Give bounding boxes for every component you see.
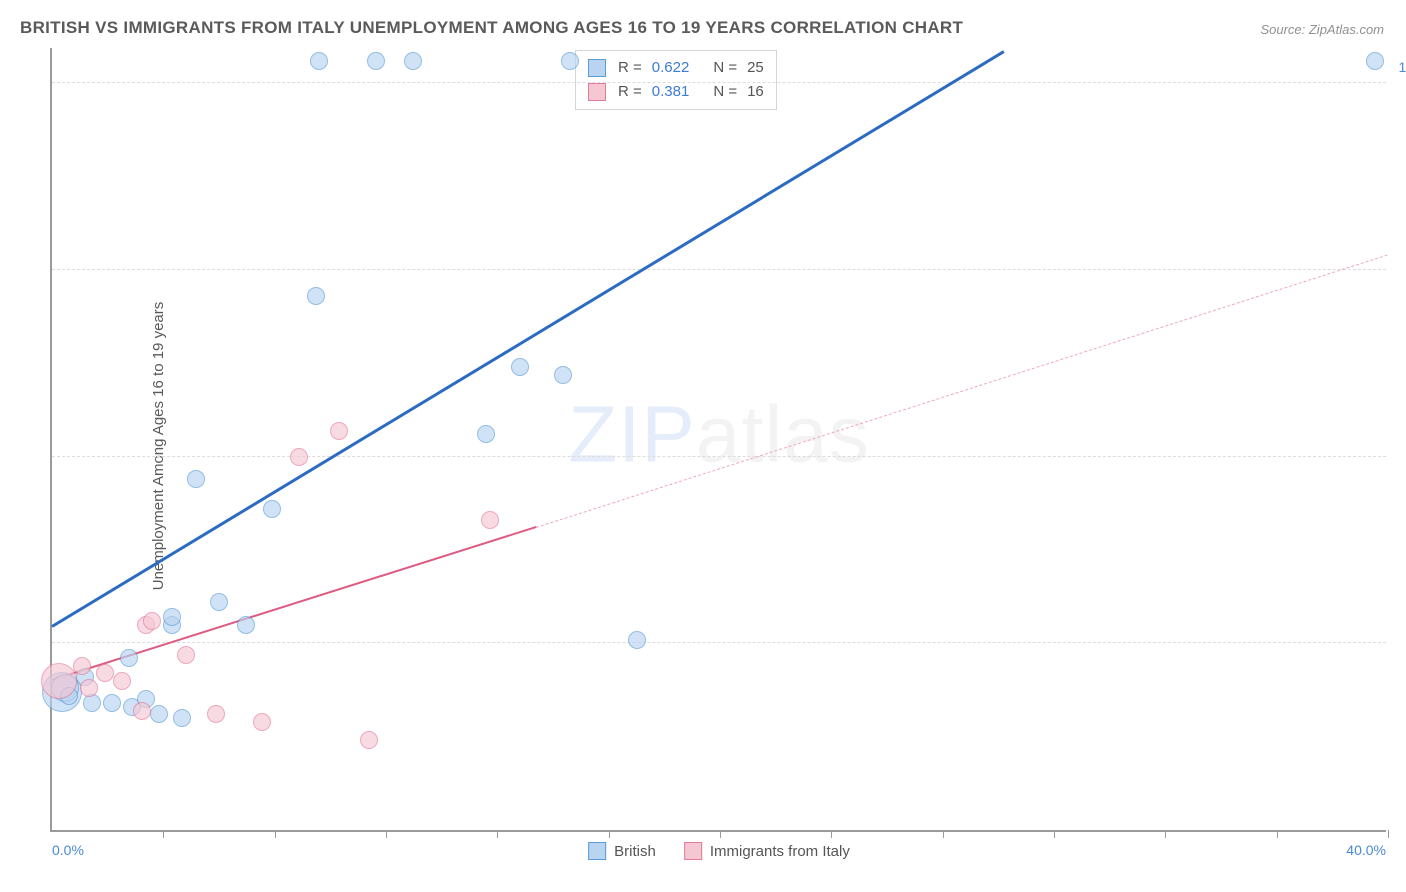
data-point xyxy=(177,646,195,664)
watermark-right: atlas xyxy=(696,389,870,478)
data-point xyxy=(310,52,328,70)
data-point xyxy=(1366,52,1384,70)
data-point xyxy=(173,709,191,727)
data-point xyxy=(150,705,168,723)
trend-line xyxy=(51,51,1004,628)
data-point xyxy=(404,52,422,70)
legend-n-value: 16 xyxy=(747,80,764,104)
data-point xyxy=(41,663,77,699)
x-tick xyxy=(720,830,721,838)
data-point xyxy=(481,511,499,529)
x-tick xyxy=(386,830,387,838)
legend-swatch xyxy=(588,842,606,860)
x-tick xyxy=(609,830,610,838)
data-point xyxy=(307,287,325,305)
x-tick xyxy=(1054,830,1055,838)
data-point xyxy=(80,679,98,697)
data-point xyxy=(511,358,529,376)
data-point xyxy=(360,731,378,749)
x-axis-min-label: 0.0% xyxy=(52,842,84,858)
data-point xyxy=(367,52,385,70)
legend-row: R = 0.622 N = 25 xyxy=(588,56,764,80)
plot-area: ZIPatlas 0.0% 40.0% R =0.622N =25R =0.38… xyxy=(50,48,1386,832)
data-point xyxy=(237,616,255,634)
y-tick-label: 25.0% xyxy=(1394,619,1406,635)
legend-r-value: 0.622 xyxy=(652,56,690,80)
data-point xyxy=(120,649,138,667)
data-point xyxy=(73,657,91,675)
trend-line xyxy=(536,254,1388,527)
x-tick xyxy=(275,830,276,838)
gridline xyxy=(52,456,1386,457)
legend-r-label: R = xyxy=(618,80,642,104)
gridline xyxy=(52,82,1386,83)
legend-n-label: N = xyxy=(713,80,737,104)
legend-swatch xyxy=(684,842,702,860)
gridline xyxy=(52,642,1386,643)
legend-series: British Immigrants from Italy xyxy=(588,842,850,860)
y-tick-label: 100.0% xyxy=(1394,59,1406,75)
data-point xyxy=(290,448,308,466)
x-tick xyxy=(163,830,164,838)
legend-correlation: R = 0.622 N = 25 R = 0.381 N = 16 xyxy=(575,50,777,110)
data-point xyxy=(187,470,205,488)
legend-swatch xyxy=(588,83,606,101)
chart-title: BRITISH VS IMMIGRANTS FROM ITALY UNEMPLO… xyxy=(20,18,963,38)
data-point xyxy=(330,422,348,440)
x-tick xyxy=(1165,830,1166,838)
y-tick-label: 75.0% xyxy=(1394,246,1406,262)
data-point xyxy=(143,612,161,630)
data-point xyxy=(103,694,121,712)
data-point xyxy=(163,608,181,626)
data-point xyxy=(207,705,225,723)
legend-n-label: N = xyxy=(713,56,737,80)
data-point xyxy=(561,52,579,70)
legend-row: R = 0.381 N = 16 xyxy=(588,80,764,104)
data-point xyxy=(113,672,131,690)
data-point xyxy=(554,366,572,384)
gridline xyxy=(52,269,1386,270)
data-point xyxy=(253,713,271,731)
x-tick xyxy=(943,830,944,838)
data-point xyxy=(628,631,646,649)
data-point xyxy=(477,425,495,443)
legend-r-value: 0.381 xyxy=(652,80,690,104)
x-tick xyxy=(1277,830,1278,838)
y-tick-label: 50.0% xyxy=(1394,433,1406,449)
legend-item: British xyxy=(588,842,656,860)
legend-r-label: R = xyxy=(618,56,642,80)
legend-label: British xyxy=(614,843,656,860)
x-tick xyxy=(497,830,498,838)
x-axis-max-label: 40.0% xyxy=(1346,842,1386,858)
data-point xyxy=(133,702,151,720)
data-point xyxy=(210,593,228,611)
data-point xyxy=(263,500,281,518)
x-tick xyxy=(831,830,832,838)
source-attribution: Source: ZipAtlas.com xyxy=(1260,22,1384,37)
data-point xyxy=(96,664,114,682)
legend-label: Immigrants from Italy xyxy=(710,843,850,860)
legend-item: Immigrants from Italy xyxy=(684,842,850,860)
legend-swatch xyxy=(588,59,606,77)
legend-n-value: 25 xyxy=(747,56,764,80)
x-tick xyxy=(1388,830,1389,838)
watermark-left: ZIP xyxy=(568,389,695,478)
